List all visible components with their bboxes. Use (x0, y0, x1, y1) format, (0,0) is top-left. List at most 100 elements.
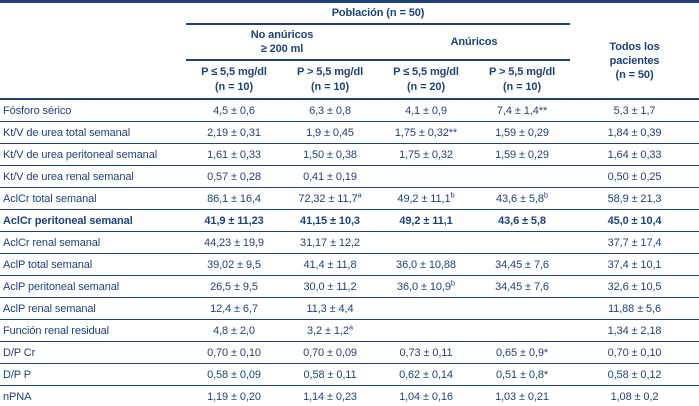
cell-value (378, 319, 474, 342)
cell-value: 3,2 ± 1,2a (282, 319, 378, 342)
cell-value (378, 165, 474, 188)
cell-value: 0,65 ± 0,9* (474, 341, 571, 364)
row-label: AclP total semanal (0, 253, 186, 276)
cell-value: 0,70 ± 0,10 (186, 341, 282, 364)
cell-value: 1,19 ± 0,20 (186, 385, 282, 406)
cell-value: 31,17 ± 12,2 (282, 231, 378, 254)
cell-value: 36,0 ± 10,9b (378, 275, 474, 298)
row-label: Función renal residual (0, 319, 186, 342)
row-label: AclCr total semanal (0, 187, 186, 210)
cell-value: 86,1 ± 16,4 (186, 187, 282, 210)
cell-value: 37,7 ± 17,4 (570, 231, 699, 254)
no-anuric-line1: No anúricos (250, 28, 314, 41)
significance-marker: a (357, 189, 362, 199)
col1-line2: (n = 10) (214, 80, 254, 93)
row-label: nPNA (0, 385, 186, 406)
table-row: Kt/V de urea total semanal 2,19 ± 0,31 1,9… (0, 121, 699, 144)
header-row-population: Población (n = 50) (0, 1, 699, 25)
cell-value: 34,45 ± 7,6 (474, 253, 571, 276)
header-col-4: P > 5,5 mg/dl (n = 10) (474, 60, 571, 100)
row-label: Fósforo sérico (0, 99, 186, 122)
cell-value: 4,8 ± 2,0 (186, 319, 282, 342)
table-row: AclCr total semanal 86,1 ± 16,4 72,32 ± 11… (0, 187, 699, 210)
cell-value (378, 297, 474, 320)
cell-value: 41,15 ± 10,3 (282, 209, 378, 232)
header-all-patients: Todos los pacientes (n = 50) (570, 24, 699, 100)
cell-value: 1,59 ± 0,29 (474, 143, 571, 166)
header-col-3: P ≤ 5,5 mg/dl (n = 20) (378, 60, 474, 100)
all-patients-line1: Todos los (609, 40, 660, 53)
header-group-no-anuric: No anúricos ≥ 200 ml (186, 24, 378, 61)
cell-value: 1,64 ± 0,33 (570, 143, 699, 166)
table-row: Kt/V de urea renal semanal 0,57 ± 0,28 0,4… (0, 165, 699, 188)
significance-marker: b (450, 277, 455, 287)
table-row: D/P Cr 0,70 ± 0,10 0,70 ± 0,09 0,73 ± 0,11 0… (0, 341, 699, 364)
cell-value: 0,41 ± 0,19 (282, 165, 378, 188)
table-row: Función renal residual 4,8 ± 2,0 3,2 ± 1,2… (0, 319, 699, 342)
cell-value (378, 231, 474, 254)
cell-value: 32,6 ± 10,5 (570, 275, 699, 298)
cell-value: 36,0 ± 10,88 (378, 253, 474, 276)
cell-value: 49,2 ± 11,1b (378, 187, 474, 210)
cell-value: 44,23 ± 19,9 (186, 231, 282, 254)
col2-line1: P > 5,5 mg/dl (296, 66, 364, 79)
cell-value: 41,4 ± 11,8 (282, 253, 378, 276)
cell-value: 0,57 ± 0,28 (186, 165, 282, 188)
col4-line2: (n = 10) (502, 80, 542, 93)
row-label: Kt/V de urea total semanal (0, 121, 186, 144)
cell-value: 1,59 ± 0,29 (474, 121, 571, 144)
cell-value: 43,6 ± 5,8 (474, 209, 571, 232)
col1-line1: P ≤ 5,5 mg/dl (201, 66, 267, 79)
cell-value: 1,34 ± 2,18 (570, 319, 699, 342)
cell-value: 41,9 ± 11,23 (186, 209, 282, 232)
row-label: AclCr peritoneal semanal (0, 209, 186, 232)
table-row: AclP total semanal 39,02 ± 9,5 41,4 ± 11,8… (0, 253, 699, 276)
cell-value: 26,5 ± 9,5 (186, 275, 282, 298)
cell-value: 0,70 ± 0,09 (282, 341, 378, 364)
cell-value: 39,02 ± 9,5 (186, 253, 282, 276)
cell-value: 1,04 ± 0,16 (378, 385, 474, 406)
cell-value: 0,50 ± 0,25 (570, 165, 699, 188)
cell-value: 1,9 ± 0,45 (282, 121, 378, 144)
row-label: Kt/V de urea peritoneal semanal (0, 143, 186, 166)
header-col-2: P > 5,5 mg/dl (n = 10) (282, 60, 378, 100)
significance-marker: a (348, 321, 353, 331)
header-spacer (0, 2, 186, 25)
cell-value: 1,14 ± 0,23 (282, 385, 378, 406)
row-label: AclP peritoneal semanal (0, 275, 186, 298)
cell-value: 6,3 ± 0,8 (282, 99, 378, 122)
cell-value: 0,58 ± 0,11 (282, 363, 378, 386)
table-row: AclCr renal semanal 44,23 ± 19,9 31,17 ± 1… (0, 231, 699, 254)
col2-line2: (n = 10) (310, 80, 350, 93)
col3-line1: P ≤ 5,5 mg/dl (393, 66, 459, 79)
header-row-columns: P ≤ 5,5 mg/dl (n = 10) P > 5,5 mg/dl (n … (0, 60, 699, 100)
significance-marker: b (543, 189, 548, 199)
cell-value: 2,19 ± 0,31 (186, 121, 282, 144)
cell-value: 0,58 ± 0,09 (186, 363, 282, 386)
cell-value: 1,61 ± 0,33 (186, 143, 282, 166)
header-col-1: P ≤ 5,5 mg/dl (n = 10) (186, 60, 282, 100)
cell-value: 49,2 ± 11,1 (378, 209, 474, 232)
table-header: Población (n = 50) No anúricos ≥ 200 ml … (0, 1, 699, 100)
row-label: Kt/V de urea renal semanal (0, 165, 186, 188)
table-row: AclP peritoneal semanal 26,5 ± 9,5 30,0 ± … (0, 275, 699, 298)
header-spacer (570, 2, 699, 25)
table-row: nPNA 1,19 ± 0,20 1,14 ± 0,23 1,04 ± 0,16 1,0… (0, 385, 699, 406)
cell-value: 0,62 ± 0,14 (378, 363, 474, 386)
row-label: AclP renal semanal (0, 297, 186, 320)
cell-value: 11,3 ± 4,4 (282, 297, 378, 320)
table-row: Fósforo sérico 4,5 ± 0,6 6,3 ± 0,8 4,1 ± 0,… (0, 99, 699, 122)
cell-value: 34,45 ± 7,6 (474, 275, 571, 298)
cell-value: 43,6 ± 5,8b (474, 187, 571, 210)
row-label: D/P Cr (0, 341, 186, 364)
cell-value: 4,1 ± 0,9 (378, 99, 474, 122)
no-anuric-line2: ≥ 200 ml (260, 43, 304, 55)
cell-value: 4,5 ± 0,6 (186, 99, 282, 122)
table-body: Fósforo sérico 4,5 ± 0,6 6,3 ± 0,8 4,1 ± 0,… (0, 99, 699, 406)
cell-value: 5,3 ± 1,7 (570, 99, 699, 122)
all-patients-line3: (n = 50) (615, 69, 654, 82)
cell-value: 7,4 ± 1,4** (474, 99, 571, 122)
cell-value: 1,50 ± 0,38 (282, 143, 378, 166)
